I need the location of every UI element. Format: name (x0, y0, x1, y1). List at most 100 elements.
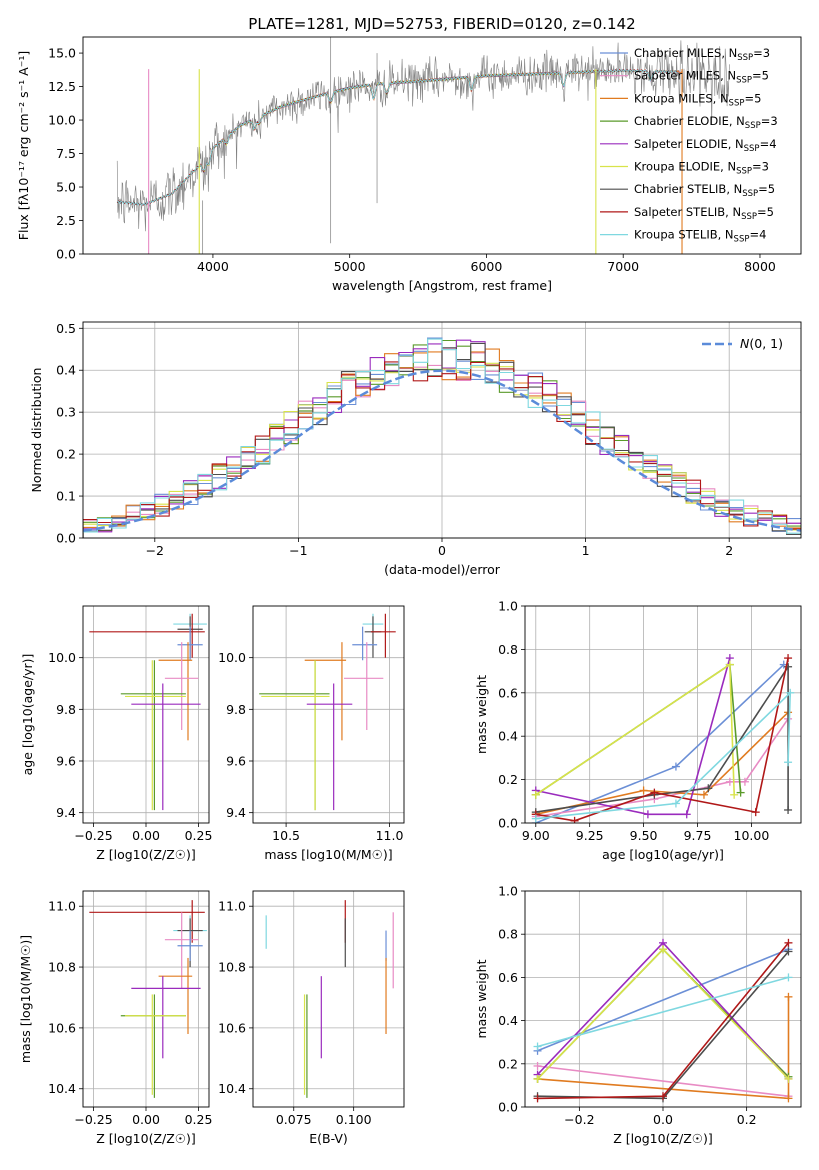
legend-label: Chabrier ELODIE, NSSP=3 (634, 114, 778, 131)
x-tick-label: 9.50 (630, 828, 658, 843)
y-tick-label: 9.6 (226, 754, 246, 769)
model-spectrum (148, 68, 682, 205)
y-tick-label: 0.4 (498, 729, 518, 744)
y-tick-label: 10.4 (48, 1081, 76, 1096)
y-tick-label: 0.0 (56, 531, 76, 546)
y-tick-label: 11.0 (218, 899, 246, 914)
mass_vs_Z-frame (82, 890, 210, 1108)
errorbar-point (306, 683, 353, 811)
weight-line (537, 1065, 789, 1097)
weight-marker (784, 947, 793, 956)
y-tick-label: 9.4 (56, 805, 76, 820)
y-tick-label: 2.5 (56, 213, 76, 228)
x-axis-label: Z [log10(Z/Z☉)] (96, 847, 196, 862)
weight-line (535, 690, 792, 820)
age_vs_Z-axes: −0.25 0.00 0.25 9.4 9.6 9.8 10.0 Z [log10(Z/Z☉)… (20, 606, 212, 862)
weight-marker (671, 762, 680, 771)
weight-marker (531, 814, 540, 823)
errorbar-point (304, 642, 347, 741)
x-tick-label: 9.00 (522, 828, 550, 843)
weight-marker (533, 1094, 542, 1103)
x-axis-label: E(B-V) (309, 1131, 348, 1146)
mass_vs_Z-axes: −0.25 0.00 0.25 10.4 10.6 10.8 11.0 Z [log10(Z/… (18, 891, 212, 1146)
weight-marker (639, 786, 648, 795)
y-tick-label: 0.3 (56, 405, 76, 420)
x-tick-label: 11.0 (376, 828, 404, 843)
y-tick-label: 0.2 (498, 1056, 518, 1071)
legend-label: Salpeter STELIB, NSSP=5 (634, 205, 774, 222)
weight_vs_Z-frame (524, 890, 802, 1108)
weight_vs_age-plot-area (531, 654, 795, 823)
errorbar-point (120, 994, 186, 1098)
age_vs_Z-plot-area (89, 613, 207, 811)
weight-marker (740, 777, 749, 786)
x-tick-label: 9.25 (576, 828, 604, 843)
x-tick-label: 0.25 (185, 828, 213, 843)
errorbar-point (164, 912, 199, 989)
y-tick-label: 0.6 (498, 970, 518, 985)
x-tick-label: −1 (289, 543, 307, 558)
errorbar-point (344, 642, 384, 730)
x-tick-label: 0.100 (336, 1112, 372, 1127)
y-tick-label: 10.8 (218, 960, 246, 975)
weight_vs_age-frame (524, 605, 802, 824)
weight-marker (533, 1074, 542, 1083)
x-tick-label: 6000 (471, 259, 503, 274)
weight-marker (533, 1061, 542, 1070)
x-tick-label: 4000 (197, 259, 229, 274)
y-axis-label: mass weight (474, 959, 489, 1038)
x-axis-label: Z [log10(Z/Z☉)] (96, 1131, 196, 1146)
x-tick-label: 10.5 (272, 828, 300, 843)
y-tick-label: 1.0 (498, 884, 518, 899)
weight-line (535, 664, 789, 813)
errorbar-point (370, 613, 396, 658)
model-spectrum (117, 69, 678, 206)
x-tick-label: 0.25 (185, 1112, 213, 1127)
errorbar-point (261, 660, 330, 811)
weight-marker (704, 784, 713, 793)
mass_vs_ebv-axes: 0.075 0.100 10.4 10.6 10.8 11.0 E(B-V) (218, 891, 404, 1146)
y-tick-label: 0.2 (498, 772, 518, 787)
errorbar-point (120, 660, 186, 811)
errorbar-point (164, 642, 199, 730)
y-tick-label: 10.4 (218, 1081, 246, 1096)
y-axis-label: Normed distribution (29, 368, 44, 493)
errorbar-point (158, 642, 193, 741)
y-tick-label: 0.4 (498, 1013, 518, 1028)
normal-reference-curve (83, 369, 801, 532)
weight-marker (784, 973, 793, 982)
weight-marker (570, 816, 579, 823)
x-tick-label: 7000 (607, 259, 639, 274)
x-axis-label: Z [log10(Z/Z☉)] (613, 1131, 713, 1146)
x-tick-label: 0 (438, 543, 446, 558)
y-axis-label: Flux [fλ10⁻¹⁷ erg cm⁻² s⁻¹ A⁻¹] (16, 51, 31, 240)
x-tick-label: −0.25 (74, 828, 112, 843)
y-tick-label: 9.4 (226, 805, 246, 820)
y-tick-label: 0.4 (56, 363, 76, 378)
y-tick-label: 10.6 (218, 1020, 246, 1035)
y-tick-label: 0.2 (56, 447, 76, 462)
y-tick-label: 5.0 (56, 180, 76, 195)
x-tick-label: 10.00 (734, 828, 770, 843)
errorbar-point (125, 660, 186, 811)
legend-label: Kroupa MILES, NSSP=5 (634, 91, 761, 108)
x-tick-label: 0.075 (276, 1112, 312, 1127)
x-tick-label: 9.75 (684, 828, 712, 843)
weight-marker (531, 790, 540, 799)
legend-label: Kroupa ELODIE, NSSP=3 (634, 160, 769, 177)
y-axis-label: mass weight (474, 675, 489, 754)
weight-marker (751, 808, 760, 817)
y-tick-label: 10.0 (48, 113, 76, 128)
y-tick-label: 0.1 (56, 489, 76, 504)
y-tick-label: 10.0 (218, 650, 246, 665)
model-spectrum (148, 69, 682, 204)
weight-marker (699, 790, 708, 799)
spectrum-axes: 4000 5000 6000 7000 8000 0.0 2.5 5.0 7.5 10.0 12.5… (16, 46, 776, 293)
x-tick-label: −0.25 (74, 1112, 112, 1127)
errorbar-point (352, 626, 378, 661)
weight-marker (643, 810, 652, 819)
x-tick-label: 8000 (744, 259, 776, 274)
x-tick-label: −2 (146, 543, 164, 558)
y-tick-label: 7.5 (56, 146, 76, 161)
